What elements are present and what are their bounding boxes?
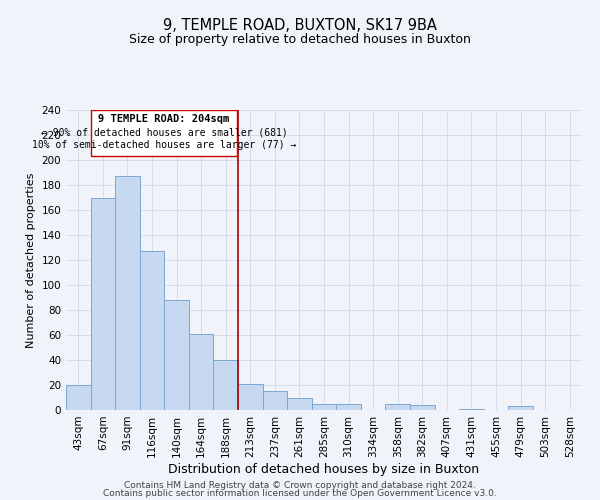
- Text: 10% of semi-detached houses are larger (77) →: 10% of semi-detached houses are larger (…: [32, 140, 296, 150]
- Bar: [214, 360, 238, 410]
- Text: 9, TEMPLE ROAD, BUXTON, SK17 9BA: 9, TEMPLE ROAD, BUXTON, SK17 9BA: [163, 18, 437, 32]
- X-axis label: Distribution of detached houses by size in Buxton: Distribution of detached houses by size …: [169, 462, 479, 475]
- Bar: [189, 334, 214, 410]
- Y-axis label: Number of detached properties: Number of detached properties: [26, 172, 36, 348]
- Text: ← 90% of detached houses are smaller (681): ← 90% of detached houses are smaller (68…: [41, 128, 287, 138]
- Bar: [336, 404, 361, 410]
- Bar: [263, 391, 287, 410]
- Text: Contains HM Land Registry data © Crown copyright and database right 2024.: Contains HM Land Registry data © Crown c…: [124, 480, 476, 490]
- Bar: [66, 385, 91, 410]
- Bar: [410, 405, 434, 410]
- Text: 9 TEMPLE ROAD: 204sqm: 9 TEMPLE ROAD: 204sqm: [98, 114, 230, 124]
- Bar: [287, 398, 312, 410]
- Bar: [459, 409, 484, 410]
- Bar: [164, 300, 189, 410]
- Bar: [91, 198, 115, 410]
- Bar: [115, 176, 140, 410]
- Bar: [312, 404, 336, 410]
- Bar: [508, 406, 533, 410]
- Text: Contains public sector information licensed under the Open Government Licence v3: Contains public sector information licen…: [103, 490, 497, 498]
- Bar: [140, 251, 164, 410]
- Text: Size of property relative to detached houses in Buxton: Size of property relative to detached ho…: [129, 32, 471, 46]
- FancyBboxPatch shape: [91, 110, 237, 156]
- Bar: [385, 404, 410, 410]
- Bar: [238, 384, 263, 410]
